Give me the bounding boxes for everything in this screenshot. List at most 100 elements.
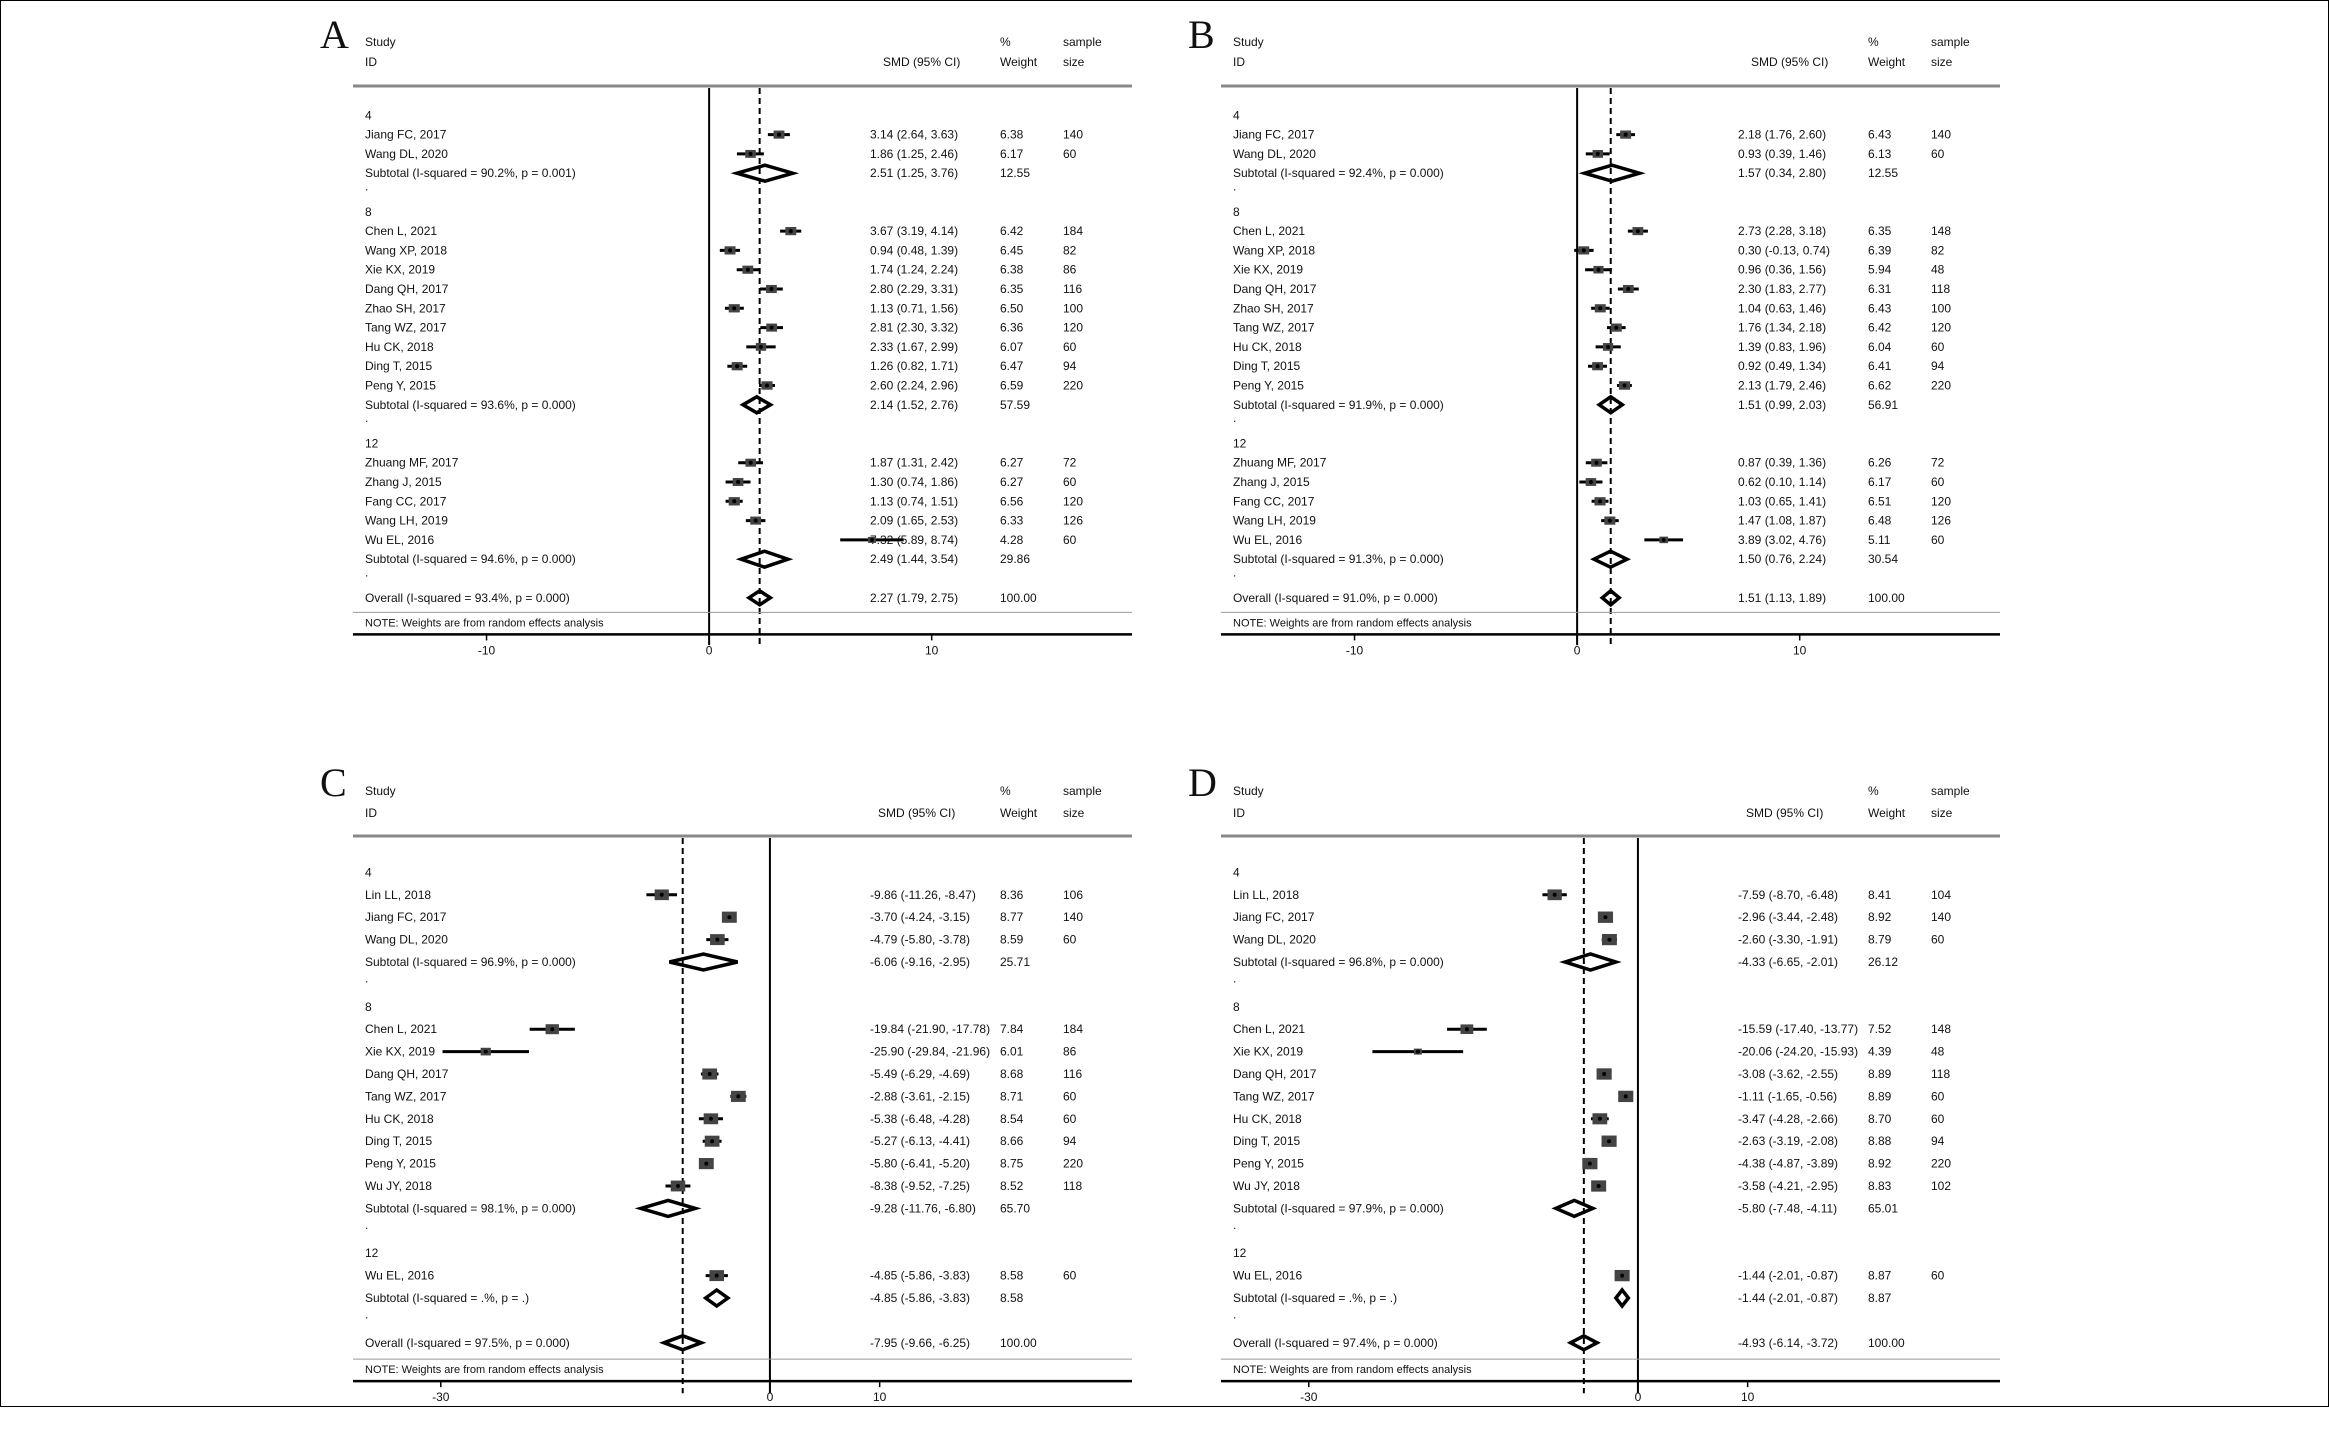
header-id: ID <box>365 55 377 69</box>
ci-value: -3.58 (-4.21, -2.95) <box>1738 1179 1838 1193</box>
ci-value: 1.87 (1.31, 2.42) <box>870 456 958 470</box>
row-spacer: . <box>365 1218 368 1232</box>
weight-value: 8.68 <box>1000 1067 1024 1081</box>
ci-value: -6.06 (-9.16, -2.95) <box>870 955 970 969</box>
study-point <box>769 325 774 330</box>
study-label: Zhao SH, 2017 <box>365 301 446 315</box>
header-study: Study <box>1233 784 1264 798</box>
study-point <box>727 915 732 920</box>
sample-size-value: 60 <box>1063 533 1077 547</box>
header-smd: SMD (95% CI) <box>878 806 955 820</box>
weight-value: 6.17 <box>1000 147 1024 161</box>
sample-size-value: 140 <box>1931 128 1951 142</box>
study-label: Chen L, 2021 <box>1233 224 1305 238</box>
study-label: Ding T, 2015 <box>365 1134 432 1148</box>
weight-value: 12.55 <box>1000 166 1030 180</box>
header-pct: % <box>1000 784 1011 798</box>
weight-value: 100.00 <box>1000 591 1037 605</box>
row-spacer: . <box>365 971 368 985</box>
study-label: Wu EL, 2016 <box>365 1269 434 1283</box>
ci-value: -19.84 (-21.90, -17.78) <box>870 1022 990 1036</box>
ci-value: -3.08 (-3.62, -2.55) <box>1738 1067 1838 1081</box>
study-label: Lin LL, 2018 <box>1233 888 1299 902</box>
header-sample: sample <box>1063 35 1102 49</box>
group-label: 12 <box>1233 436 1247 450</box>
weight-value: 8.87 <box>1868 1269 1892 1283</box>
sample-size-value: 60 <box>1063 1269 1077 1283</box>
weight-value: 25.71 <box>1000 955 1030 969</box>
study-point <box>1623 1094 1628 1099</box>
forest-plot-c-svg: C Study ID SMD (95% CI)% Weight sample size 4 Li… <box>320 760 1132 1404</box>
weight-value: 8.79 <box>1868 933 1892 947</box>
study-label: Ding T, 2015 <box>365 359 432 373</box>
group-label: 12 <box>365 1246 379 1260</box>
sample-size-value: 94 <box>1931 359 1945 373</box>
header-id: ID <box>365 806 377 820</box>
study-point <box>777 132 782 137</box>
study-label: Peng Y, 2015 <box>1233 379 1304 393</box>
subtotal-label: Subtotal (I-squared = 91.9%, p = 0.000) <box>1233 398 1444 412</box>
x-tick-label: 0 <box>1574 643 1581 657</box>
study-label: Zhang J, 2015 <box>365 475 442 489</box>
weight-value: 6.56 <box>1000 494 1024 508</box>
weight-value: 6.27 <box>1000 456 1024 470</box>
ci-value: 0.30 (-0.13, 0.74) <box>1738 243 1830 257</box>
study-point <box>769 287 774 291</box>
study-label: Peng Y, 2015 <box>365 1157 436 1171</box>
study-label: Wang DL, 2020 <box>365 933 448 947</box>
overall-label: Overall (I-squared = 97.5%, p = 0.000) <box>365 1336 570 1350</box>
overall-diamond <box>745 588 774 607</box>
sample-size-value: 60 <box>1931 340 1945 354</box>
sample-size-value: 220 <box>1931 1157 1951 1171</box>
row-spacer: . <box>1233 971 1236 985</box>
overall-diamond <box>658 1333 707 1352</box>
ci-value: -1.44 (-2.01, -0.87) <box>1738 1269 1838 1283</box>
sample-size-value: 94 <box>1931 1134 1945 1148</box>
group-label: 8 <box>365 205 372 219</box>
ci-value: 2.49 (1.44, 3.54) <box>870 552 958 566</box>
sample-size-value: 148 <box>1931 224 1951 238</box>
ci-value: -3.47 (-4.28, -2.66) <box>1738 1112 1838 1126</box>
ci-value: 3.89 (3.02, 4.76) <box>1738 533 1826 547</box>
x-tick-label: 0 <box>1635 1390 1642 1404</box>
ci-value: 1.76 (1.34, 2.18) <box>1738 321 1826 335</box>
study-point <box>1603 915 1608 920</box>
subtotal-label: Subtotal (I-squared = 97.9%, p = 0.000) <box>1233 1201 1444 1215</box>
row-spacer: . <box>1233 180 1236 194</box>
weight-value: 100.00 <box>1868 591 1905 605</box>
ci-value: 2.80 (2.29, 3.31) <box>870 282 958 296</box>
study-point <box>748 460 753 465</box>
header-sample: sample <box>1063 784 1102 798</box>
ci-value: 2.13 (1.79, 2.46) <box>1738 379 1826 393</box>
study-label: Wang XP, 2018 <box>365 243 447 257</box>
header-weight: Weight <box>1000 806 1038 820</box>
weight-value: 6.42 <box>1000 224 1024 238</box>
weight-value: 6.35 <box>1868 224 1892 238</box>
weight-value: 8.36 <box>1000 888 1024 902</box>
ci-value: -4.85 (-5.86, -3.83) <box>870 1269 970 1283</box>
x-tick-label: -10 <box>478 643 496 657</box>
weight-value: 8.54 <box>1000 1112 1024 1126</box>
row-spacer: . <box>365 1307 368 1321</box>
ci-value: -1.11 (-1.65, -0.56) <box>1738 1089 1837 1103</box>
weight-value: 6.41 <box>1868 359 1892 373</box>
sample-size-value: 140 <box>1063 128 1083 142</box>
sample-size-value: 60 <box>1931 1112 1945 1126</box>
ci-value: -4.33 (-6.65, -2.01) <box>1738 955 1838 969</box>
weight-value: 8.89 <box>1868 1089 1892 1103</box>
sample-size-value: 72 <box>1931 456 1945 470</box>
study-label: Hu CK, 2018 <box>1233 1112 1302 1126</box>
study-label: Hu CK, 2018 <box>365 340 434 354</box>
sample-size-value: 60 <box>1063 147 1077 161</box>
study-point <box>1661 537 1666 542</box>
x-tick-label: 10 <box>925 643 939 657</box>
group-label: 8 <box>365 1000 372 1014</box>
sample-size-value: 48 <box>1931 1045 1945 1059</box>
study-label: Xie KX, 2019 <box>365 1045 435 1059</box>
weight-value: 6.38 <box>1000 263 1024 277</box>
sample-size-value: 220 <box>1063 1157 1083 1171</box>
panel-label: C <box>320 760 347 805</box>
weight-value: 30.54 <box>1868 552 1898 566</box>
x-tick-label: 10 <box>1741 1390 1755 1404</box>
study-label: Ding T, 2015 <box>1233 359 1300 373</box>
